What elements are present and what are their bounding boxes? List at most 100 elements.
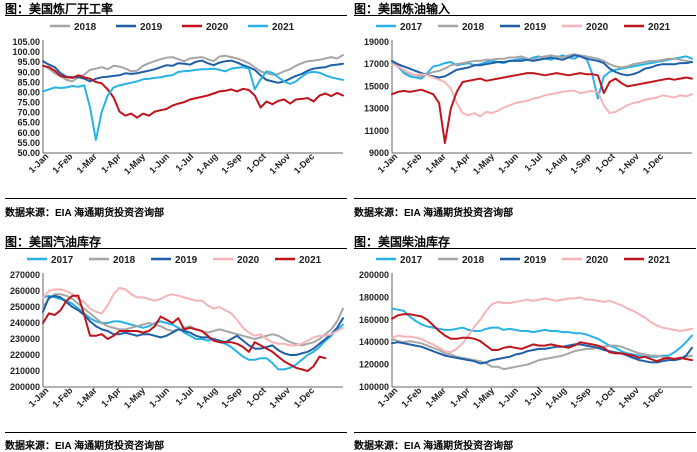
series-line-2020 xyxy=(391,296,693,354)
title-divider xyxy=(354,15,696,16)
y-tick-label: 11000 xyxy=(364,126,389,136)
y-tick-label: 85.00 xyxy=(17,77,40,87)
legend-item: 2019 xyxy=(500,255,547,266)
line-chart: 2017 2018 2019 2020 2021 100000 120000 140000 16… xyxy=(359,255,693,410)
x-tick-label: 1-Jul xyxy=(522,385,544,407)
y-tick-label: 240000 xyxy=(10,318,40,328)
x-tick-label: 1-Nov xyxy=(267,385,292,410)
title-divider xyxy=(354,248,696,249)
legend-item: 2021 xyxy=(275,255,322,266)
x-tick-label: 1-Oct xyxy=(245,151,268,174)
x-tick-label: 1-May xyxy=(471,151,496,176)
y-tick-label: 220000 xyxy=(10,350,40,360)
x-tick-label: 1-Mar xyxy=(75,385,99,409)
x-tick-label: 1-Dec xyxy=(641,385,665,409)
x-tick-label: 1-Jul xyxy=(173,151,195,173)
series-line-2019 xyxy=(42,294,344,356)
x-tick-label: 1-Feb xyxy=(400,151,424,175)
series-line-2021 xyxy=(42,66,344,141)
series-line-2021 xyxy=(391,313,693,363)
chart-panel-diesel-inventory: 图：美国柴油库存 2017 2018 2019 2020 2021 100000 12000… xyxy=(354,233,696,452)
series-line-2020 xyxy=(391,63,693,118)
source-note: 数据来源：EIA 海通期货投资咨询部 xyxy=(5,208,165,219)
x-tick-label: 1-Jul xyxy=(522,151,544,173)
legend-label: 2017 xyxy=(51,255,74,266)
x-tick-label: 1-Jun xyxy=(496,151,520,175)
x-tick-label: 1-Nov xyxy=(616,385,641,410)
footer-divider xyxy=(5,432,347,433)
footer-divider xyxy=(354,198,696,199)
x-tick-label: 1-Jul xyxy=(173,385,195,407)
x-tick-label: 1-Dec xyxy=(292,151,316,175)
series-line-2020 xyxy=(42,64,344,119)
source-note: 数据来源：EIA 海通期货投资咨询部 xyxy=(5,441,165,452)
legend-label: 2021 xyxy=(648,22,671,33)
chart-title: 图：美国汽油库存 xyxy=(5,235,102,249)
chart-title: 图：美国炼厂开工率 xyxy=(5,2,114,16)
y-tick-label: 180000 xyxy=(359,292,389,302)
legend-item: 2017 xyxy=(376,255,423,266)
legend-item: 2021 xyxy=(624,255,671,266)
legend-label: 2018 xyxy=(113,255,136,266)
legend-label: 2019 xyxy=(175,255,198,266)
legend-label: 2018 xyxy=(462,255,485,266)
line-chart: 2018 2019 2020 2021 50.0055.0060.0065.0070.0… xyxy=(12,22,344,176)
y-tick-label: 160000 xyxy=(359,315,389,325)
legend-label: 2019 xyxy=(524,255,547,266)
line-chart: 2017 2018 2019 2020 2021 9000 11000 13000 15000 1… xyxy=(364,22,693,176)
series-line-2021 xyxy=(391,72,693,144)
footer-divider xyxy=(5,198,347,199)
x-tick-label: 1-Nov xyxy=(616,151,641,176)
legend-label: 2021 xyxy=(299,255,322,266)
x-tick-label: 1-Mar xyxy=(75,151,99,175)
chart-panel-refinery-input: 图：美国炼油输入 2017 2018 2019 2020 2021 9000 11000 13… xyxy=(354,0,696,222)
y-tick-label: 210000 xyxy=(10,366,40,376)
series-line-2017 xyxy=(391,307,693,358)
source-note: 数据来源：EIA 海通期货投资咨询部 xyxy=(354,208,514,219)
legend-item: 2017 xyxy=(376,22,423,33)
x-tick-label: 1-Apr xyxy=(99,151,123,175)
title-divider xyxy=(5,248,347,249)
x-tick-label: 1-Sep xyxy=(568,385,593,410)
series-line-2018 xyxy=(42,54,344,83)
y-tick-label: 65.00 xyxy=(17,118,40,128)
legend-item: 2021 xyxy=(248,22,295,33)
legend-item: 2019 xyxy=(116,22,163,33)
x-tick-label: 1-Aug xyxy=(194,385,219,410)
legend-item: 2019 xyxy=(151,255,198,266)
x-tick-label: 1-Oct xyxy=(594,385,617,408)
legend-item: 2018 xyxy=(438,255,485,266)
y-tick-label: 19000 xyxy=(364,37,389,47)
y-tick-label: 260000 xyxy=(10,286,40,296)
y-tick-label: 9000 xyxy=(369,148,389,158)
y-tick-label: 50.00 xyxy=(17,148,40,158)
y-tick-label: 100.00 xyxy=(12,47,40,57)
legend-label: 2018 xyxy=(74,22,97,33)
legend-label: 2017 xyxy=(400,255,423,266)
y-tick-label: 75.00 xyxy=(17,98,40,108)
legend-item: 2020 xyxy=(562,22,609,33)
x-tick-label: 1-Oct xyxy=(245,385,268,408)
x-tick-label: 1-Sep xyxy=(219,151,244,176)
title-divider xyxy=(5,15,347,16)
y-tick-label: 250000 xyxy=(10,302,40,312)
legend-item: 2021 xyxy=(624,22,671,33)
x-tick-label: 1-May xyxy=(471,385,496,410)
x-tick-label: 1-Feb xyxy=(51,151,75,175)
x-tick-label: 1-Apr xyxy=(448,385,472,409)
legend-item: 2017 xyxy=(27,255,74,266)
y-tick-label: 90.00 xyxy=(17,67,40,77)
legend-label: 2020 xyxy=(237,255,260,266)
chart-panel-refinery-utilization: 图：美国炼厂开工率 2018 2019 2020 2021 50.00 55.00 60.0… xyxy=(5,0,347,222)
x-tick-label: 1-Feb xyxy=(51,385,75,409)
legend-item: 2019 xyxy=(500,22,547,33)
y-tick-label: 120000 xyxy=(359,360,389,370)
legend-label: 2020 xyxy=(586,255,609,266)
chart-panel-gasoline-inventory: 图：美国汽油库存 2017 2018 2019 2020 2021 200000 21000… xyxy=(5,233,347,452)
footer-divider xyxy=(354,432,696,433)
x-tick-label: 1-Jun xyxy=(147,385,171,409)
legend-item: 2018 xyxy=(50,22,97,33)
x-tick-label: 1-Aug xyxy=(194,151,219,176)
chart-title: 图：美国柴油库存 xyxy=(354,235,451,249)
y-tick-label: 140000 xyxy=(359,337,389,347)
